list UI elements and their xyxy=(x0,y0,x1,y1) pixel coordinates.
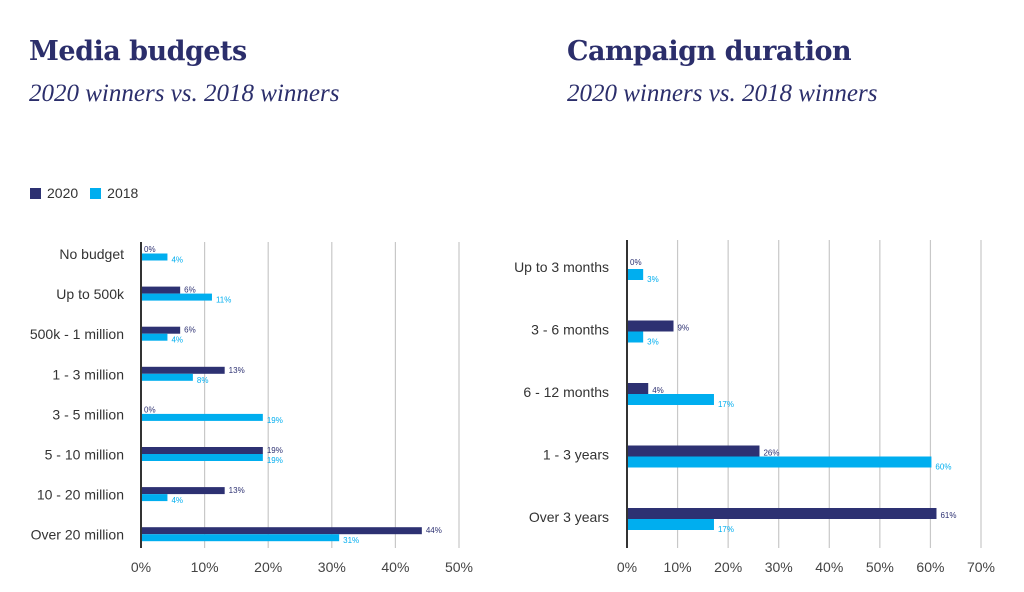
bar-media-2018 xyxy=(142,293,212,301)
chart-title-campaign-duration: Campaign duration xyxy=(567,36,852,67)
bar-media-2020 xyxy=(142,326,181,334)
category-label-duration: Over 3 years xyxy=(529,509,609,525)
bar-duration-2018 xyxy=(628,331,644,343)
chart-subtitle-campaign-duration: 2020 winners vs. 2018 winners xyxy=(567,80,878,107)
x-tick-label-duration: 10% xyxy=(664,559,692,575)
bar-media-2020 xyxy=(142,487,225,495)
data-label-media-2020: 44% xyxy=(426,526,442,535)
category-label-media: 500k - 1 million xyxy=(30,326,124,342)
legend-label-2020: 2020 xyxy=(47,185,79,201)
data-label-media-2020: 13% xyxy=(229,366,245,375)
category-label-media: Over 20 million xyxy=(31,527,124,543)
category-label-duration: 6 - 12 months xyxy=(523,384,609,400)
data-label-media-2018: 4% xyxy=(171,496,183,505)
x-tick-label-media: 40% xyxy=(381,559,409,575)
legend-swatch-2020 xyxy=(30,187,41,199)
x-tick-label-duration: 70% xyxy=(967,559,995,575)
data-label-media-2020: 13% xyxy=(229,486,245,495)
bar-media-2018 xyxy=(142,534,340,542)
legend: 2020 2018 xyxy=(30,185,150,201)
data-label-duration-2018: 60% xyxy=(935,463,951,472)
bar-media-2018 xyxy=(142,253,168,261)
x-tick-label-duration: 60% xyxy=(916,559,944,575)
data-label-media-2020: 0% xyxy=(144,245,156,254)
category-label-media: No budget xyxy=(59,246,124,262)
data-label-duration-2018: 3% xyxy=(647,275,659,284)
bar-media-2018 xyxy=(142,333,168,341)
x-tick-label-media: 50% xyxy=(445,559,473,575)
category-label-media: 10 - 20 million xyxy=(37,487,124,503)
data-label-media-2018: 8% xyxy=(197,376,209,385)
data-label-media-2018: 31% xyxy=(343,536,359,545)
bar-media-2020 xyxy=(142,527,422,535)
data-label-duration-2020: 26% xyxy=(763,449,779,458)
chart-subtitle-media-budgets: 2020 winners vs. 2018 winners xyxy=(29,80,340,107)
data-label-duration-2018: 3% xyxy=(647,338,659,347)
bar-media-2018 xyxy=(142,413,263,421)
data-label-media-2018: 19% xyxy=(267,416,283,425)
data-label-media-2018: 19% xyxy=(267,456,283,465)
x-tick-label-media: 20% xyxy=(254,559,282,575)
legend-swatch-2018 xyxy=(90,187,102,199)
category-label-duration: 1 - 3 years xyxy=(543,447,609,463)
bar-duration-2020 xyxy=(628,445,760,457)
category-label-media: 5 - 10 million xyxy=(45,447,124,463)
x-tick-label-media: 10% xyxy=(191,559,219,575)
data-label-duration-2020: 61% xyxy=(940,511,956,520)
data-label-duration-2020: 9% xyxy=(678,324,690,333)
bar-duration-2018 xyxy=(628,456,932,468)
x-tick-label-duration: 50% xyxy=(866,559,894,575)
bar-media-2018 xyxy=(142,373,193,381)
data-label-duration-2018: 17% xyxy=(718,525,734,534)
category-label-media: 1 - 3 million xyxy=(52,366,124,382)
x-tick-label-duration: 40% xyxy=(815,559,843,575)
bar-duration-2020 xyxy=(628,383,649,394)
bar-duration-2018 xyxy=(628,269,644,280)
bar-duration-2018 xyxy=(628,394,714,405)
category-label-duration: 3 - 6 months xyxy=(531,322,609,338)
category-label-media: Up to 500k xyxy=(56,286,125,302)
legend-label-2018: 2018 xyxy=(107,185,139,201)
data-label-media-2018: 11% xyxy=(216,296,231,305)
bar-duration-2018 xyxy=(628,519,714,530)
data-label-media-2020: 6% xyxy=(184,286,196,295)
bar-media-2020 xyxy=(142,286,181,294)
category-label-duration: Up to 3 months xyxy=(514,259,609,275)
bar-media-2020 xyxy=(142,447,263,454)
data-label-media-2018: 4% xyxy=(171,336,183,345)
bar-duration-2020 xyxy=(628,508,937,519)
bar-media-2020 xyxy=(142,366,225,374)
x-tick-label-duration: 30% xyxy=(765,559,793,575)
data-label-media-2020: 0% xyxy=(144,405,156,414)
x-tick-label-duration: 0% xyxy=(617,559,637,575)
data-label-media-2020: 6% xyxy=(184,326,196,335)
data-label-duration-2020: 0% xyxy=(630,258,642,267)
chart-title-media-budgets: Media budgets xyxy=(29,36,247,67)
x-tick-label-media: 30% xyxy=(318,559,346,575)
x-tick-label-duration: 20% xyxy=(714,559,742,575)
category-label-media: 3 - 5 million xyxy=(52,406,124,422)
data-label-media-2018: 4% xyxy=(171,256,183,265)
bar-media-2018 xyxy=(142,494,168,502)
bar-media-2018 xyxy=(142,454,263,461)
data-label-duration-2018: 17% xyxy=(718,400,734,409)
bar-duration-2020 xyxy=(628,320,674,332)
data-label-duration-2020: 4% xyxy=(652,386,664,395)
data-label-media-2020: 19% xyxy=(267,446,283,455)
x-tick-label-media: 0% xyxy=(131,559,151,575)
